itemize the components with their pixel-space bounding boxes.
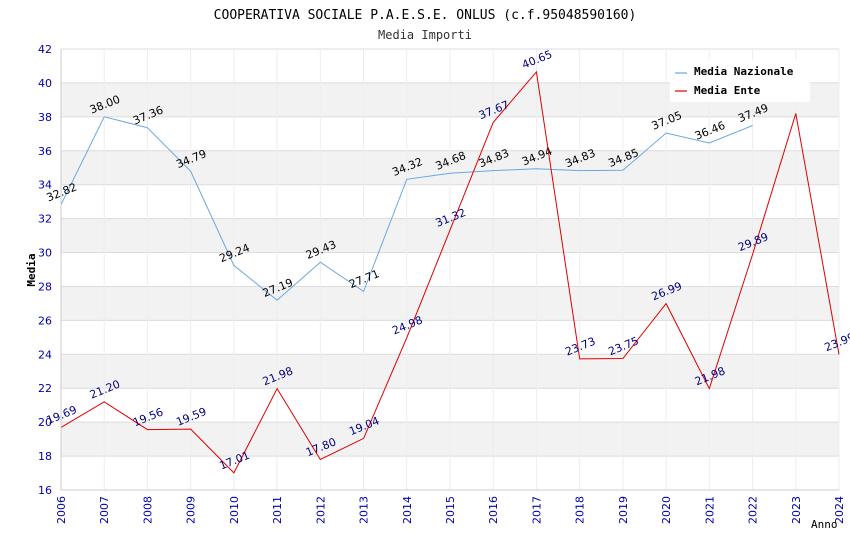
x-tick-label: 2007 [98,496,111,524]
y-axis-title: Media [25,253,38,286]
chart-title: COOPERATIVA SOCIALE P.A.E.S.E. ONLUS (c.… [214,8,637,23]
legend-label-media-nazionale: Media Nazionale [694,65,794,78]
y-tick-label: 16 [38,484,52,497]
x-tick-label: 2024 [833,496,846,524]
y-tick-label: 34 [38,179,52,192]
y-tick-label: 22 [38,382,52,395]
chart-subtitle: Media Importi [378,28,472,42]
x-tick-label: 2014 [401,496,414,524]
x-tick-label: 2015 [444,496,457,524]
x-tick-label: 2016 [487,496,500,524]
x-tick-label: 2008 [141,496,154,524]
x-tick-label: 2011 [271,496,284,524]
x-tick-label: 2019 [617,496,630,524]
y-tick-label: 30 [38,247,52,260]
legend-box [670,60,810,102]
x-tick-label: 2022 [747,496,760,524]
x-tick-label: 2023 [790,496,803,524]
y-tick-label: 38 [38,111,52,124]
data-label: 23.99 [823,330,850,354]
x-tick-label: 2009 [185,496,198,524]
y-tick-label: 26 [38,314,52,327]
y-tick-label: 18 [38,450,52,463]
x-tick-label: 2017 [530,496,543,524]
y-tick-label: 36 [38,145,52,158]
series-line-media-ente [60,70,840,474]
y-tick-label: 32 [38,213,52,226]
x-tick-label: 2006 [55,496,68,524]
x-tick-label: 2021 [703,496,716,524]
y-tick-label: 42 [38,43,52,56]
legend: Media Nazionale Media Ente [670,60,810,102]
y-tick-label: 40 [38,77,52,90]
y-tick-label: 28 [38,280,52,293]
x-tick-label: 2012 [314,496,327,524]
x-tick-label: 2013 [358,496,371,524]
x-tick-label: 2020 [660,496,673,524]
legend-label-media-ente: Media Ente [694,84,761,97]
y-tick-label: 24 [38,348,52,361]
x-axis-title: Anno [811,518,838,531]
x-tick-label: 2010 [228,496,241,524]
y-tick-label: 20 [38,416,52,429]
x-tick-label: 2018 [574,496,587,524]
data-label: 36.46 [693,119,727,143]
data-label: 40.65 [520,48,554,72]
series-line-media-nazionale [60,116,753,301]
